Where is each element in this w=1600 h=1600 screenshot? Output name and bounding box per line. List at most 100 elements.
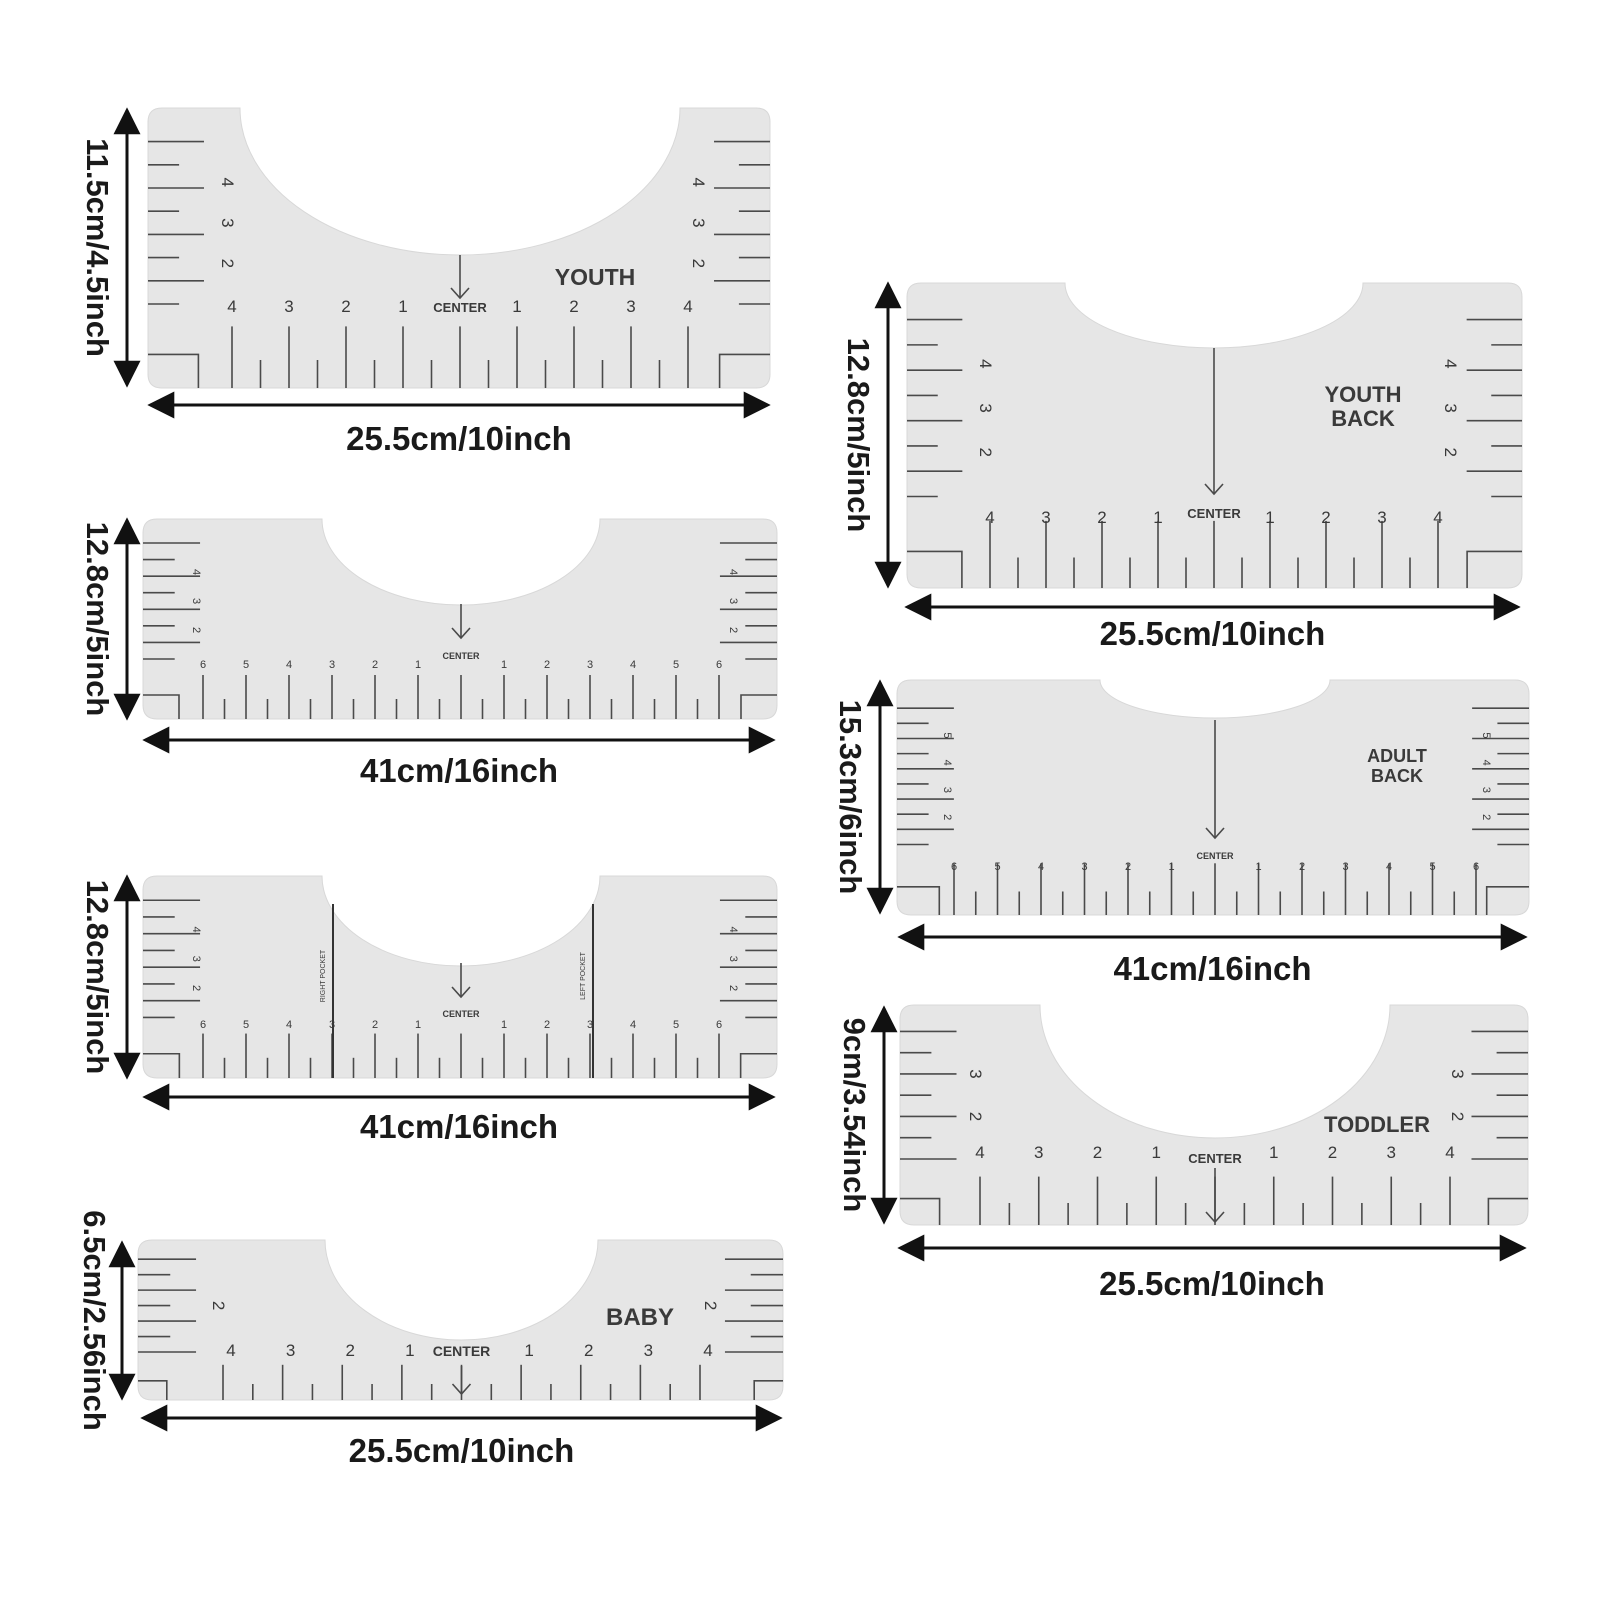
ruler-number: 3: [587, 659, 593, 671]
ruler-number: 2: [372, 1019, 378, 1031]
side-number: 2: [976, 448, 995, 457]
height-label: 11.5cm/4.5inch: [80, 138, 115, 357]
ruler-number: 3: [1034, 1143, 1043, 1162]
ruler-number: 2: [372, 659, 378, 671]
side-number: 3: [218, 218, 237, 227]
ruler-number: 6: [200, 1019, 206, 1031]
side-number: 5: [1480, 732, 1492, 738]
ruler-number: 1: [1269, 1143, 1278, 1162]
ruler-number: 5: [994, 861, 1000, 873]
ruler-number: 1: [1153, 508, 1162, 527]
ruler-body: [147, 107, 771, 389]
ruler-number: 5: [673, 659, 679, 671]
ruler-number: 3: [1041, 508, 1050, 527]
center-arrowhead: [450, 287, 470, 300]
ruler-number: 3: [587, 1019, 593, 1031]
center-label: CENTER: [442, 1009, 480, 1019]
ruler-number: 2: [346, 1341, 355, 1360]
side-number: 3: [1441, 403, 1460, 412]
side-number: 3: [190, 956, 202, 962]
side-number: 2: [1448, 1112, 1467, 1121]
ruler-number: 3: [1377, 508, 1386, 527]
ruler-number: 1: [501, 659, 507, 671]
ruler-baby: CENTER 4 3 2 1 1 2 3 4 2 2 BABY 6.5cm/2.56inch 25.5cm…: [77, 1210, 784, 1469]
ruler-number: 4: [703, 1341, 712, 1360]
tick-marks: [143, 899, 777, 1078]
ruler-number: 1: [1265, 508, 1274, 527]
side-number: 4: [1441, 359, 1460, 368]
ruler-number: 3: [284, 297, 293, 316]
center-label: CENTER: [1187, 506, 1241, 521]
ruler-number: 1: [398, 297, 407, 316]
side-number: 3: [190, 598, 202, 604]
ruler-number: 2: [569, 297, 578, 316]
ruler-number: 3: [286, 1341, 295, 1360]
size-label: YOUTH: [1325, 382, 1402, 407]
center-arrowhead: [451, 986, 471, 999]
ruler-number: 4: [226, 1341, 235, 1360]
side-number: 2: [218, 259, 237, 268]
ruler-number: 4: [1386, 861, 1392, 873]
side-number: 4: [727, 926, 739, 932]
side-number: 3: [941, 787, 953, 793]
size-label: YOUTH: [555, 264, 636, 290]
ruler-number: 4: [630, 1019, 636, 1031]
height-label: 9cm/3.54inch: [837, 1018, 872, 1213]
ruler-number: 4: [286, 1019, 292, 1031]
side-number: 2: [701, 1301, 720, 1310]
side-number: 3: [689, 218, 708, 227]
ruler-number: 6: [200, 659, 206, 671]
side-number: 4: [727, 569, 739, 575]
side-number: 3: [1480, 787, 1492, 793]
center-arrowhead: [1205, 1211, 1225, 1224]
ruler-number: 5: [243, 659, 249, 671]
ruler-number: 5: [243, 1019, 249, 1031]
ruler-adult: CENTER 6 5 4 3 2 1 1 2 3 4 5 6 4 4 3 3 2 2 12.8cm/5inch 41cm…: [80, 517, 778, 789]
side-number: 2: [941, 814, 953, 820]
ruler-number: 1: [415, 659, 421, 671]
side-number: 2: [190, 627, 202, 633]
side-number: 3: [1448, 1069, 1467, 1078]
side-number: 2: [1480, 814, 1492, 820]
height-label: 12.8cm/5inch: [80, 522, 115, 717]
ruler-number: 3: [329, 1019, 335, 1031]
center-label: CENTER: [433, 1343, 491, 1359]
side-number: 5: [941, 732, 953, 738]
width-label: 25.5cm/10inch: [1099, 1265, 1325, 1302]
side-number: 3: [727, 956, 739, 962]
center-arrowhead: [1205, 827, 1225, 840]
ruler-youth: CENTER 4 3 2 1 1 2 3 4 4 4 3 3 2 2 YOUTH 11.5cm/4.5inch 2…: [80, 107, 771, 457]
width-label: 25.5cm/10inch: [346, 420, 572, 457]
side-number: 2: [727, 985, 739, 991]
width-label: 25.5cm/10inch: [349, 1432, 575, 1469]
ruler-number: 1: [512, 297, 521, 316]
size-label: BABY: [606, 1304, 674, 1331]
size-label: ADULT: [1367, 746, 1427, 766]
side-number: 2: [966, 1112, 985, 1121]
ruler-number: 1: [1168, 861, 1174, 873]
ruler-number: 2: [1328, 1143, 1337, 1162]
ruler-body: [142, 875, 778, 1079]
ruler-number: 1: [1152, 1143, 1161, 1162]
ruler-number: 2: [544, 659, 550, 671]
side-number: 2: [209, 1301, 228, 1310]
height-label: 12.8cm/5inch: [80, 880, 115, 1075]
ruler-number: 3: [1081, 861, 1087, 873]
ruler-number: 2: [1125, 861, 1131, 873]
ruler-number: 1: [524, 1341, 533, 1360]
side-number: 4: [1480, 760, 1492, 766]
width-label: 25.5cm/10inch: [1100, 615, 1326, 652]
side-number: 4: [976, 359, 995, 368]
size-label: BACK: [1371, 766, 1423, 786]
ruler-number: 1: [405, 1341, 414, 1360]
center-arrowhead: [451, 1383, 472, 1396]
ruler-number: 4: [1038, 861, 1044, 873]
ruler-number: 5: [673, 1019, 679, 1031]
tick-marks: [148, 140, 770, 388]
width-label: 41cm/16inch: [360, 1108, 558, 1145]
ruler-number: 3: [1387, 1143, 1396, 1162]
ruler-number: 2: [1097, 508, 1106, 527]
